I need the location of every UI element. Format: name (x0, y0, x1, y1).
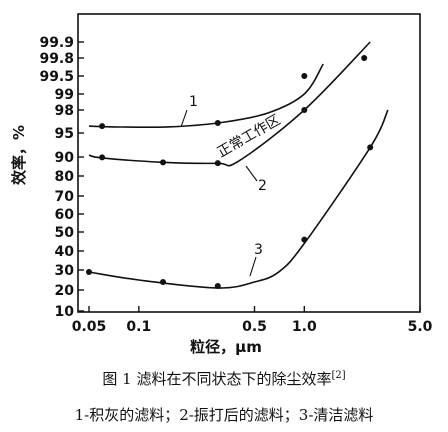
curve-label-1: 1 (189, 94, 198, 110)
y-tick-label: 80 (55, 169, 75, 185)
data-point-2 (361, 55, 368, 61)
curve-label-3: 3 (254, 242, 263, 258)
data-point-3 (214, 283, 221, 289)
data-point-3 (367, 144, 374, 151)
data-point-1 (214, 120, 221, 127)
y-tick-label: 40 (55, 244, 75, 260)
y-tick-label: 99 (55, 87, 74, 103)
curves (88, 41, 389, 289)
markers (86, 55, 374, 289)
leader-line-2 (245, 165, 258, 182)
leader-line-3 (249, 256, 257, 277)
y-tick-label: 30 (55, 263, 75, 279)
plot-frame (77, 13, 421, 313)
caption-reference: [2] (331, 370, 346, 381)
curve-3 (88, 109, 389, 289)
y-tick-label: 70 (55, 189, 75, 205)
y-tick-label: 99.5 (39, 69, 74, 85)
data-point-1 (99, 123, 106, 130)
y-tick-label: 20 (55, 283, 75, 299)
y-tick-label: 95 (55, 126, 74, 142)
data-point-2 (214, 160, 221, 167)
data-point-3 (160, 279, 167, 285)
curve-1 (88, 63, 324, 128)
y-tick-label: 99.9 (39, 35, 74, 51)
data-point-1 (301, 73, 308, 79)
data-point-3 (301, 236, 308, 243)
y-tick-label: 50 (55, 225, 75, 241)
data-point-2 (301, 107, 308, 113)
x-ticks: 0.05 0.1 0.5 1.0 5.0 (72, 306, 433, 335)
y-tick-label: 60 (55, 207, 75, 223)
x-tick-label: 0.5 (242, 319, 267, 335)
curve-label-2: 2 (258, 178, 267, 194)
data-point-3 (86, 269, 92, 275)
x-tick-label: 1.0 (292, 319, 317, 335)
x-tick-label: 0.05 (72, 319, 107, 335)
y-tick-label: 98 (55, 103, 74, 119)
y-axis-label: 效率，% (10, 125, 28, 185)
y-tick-label: 90 (55, 150, 75, 166)
leader-line-1 (180, 109, 188, 128)
y-tick-label: 10 (55, 304, 75, 320)
y-tick-label: 99.8 (39, 51, 74, 67)
caption-title: 图 1 滤料在不同状态下的除尘效率 (102, 370, 332, 388)
plot-axes (77, 13, 421, 313)
data-point-2 (99, 154, 106, 161)
figure-caption: 图 1 滤料在不同状态下的除尘效率[2] (0, 368, 448, 389)
figure-legend: 1-积灰的滤料；2-振打后的滤料；3-清洁滤料 (74, 406, 374, 424)
x-tick-label: 5.0 (408, 319, 433, 335)
x-axis-label: 粒径，μm (190, 338, 262, 356)
data-point-2 (160, 159, 167, 166)
x-tick-label: 0.1 (126, 319, 151, 335)
